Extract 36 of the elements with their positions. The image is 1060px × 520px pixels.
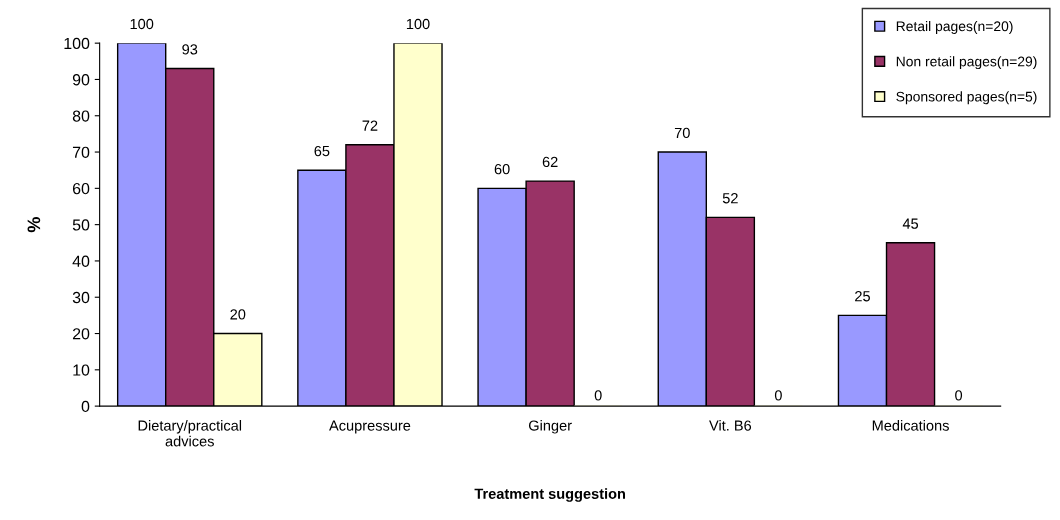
x-axis-title: Treatment suggestion	[474, 488, 626, 502]
x-tick-label: Medications	[872, 420, 949, 431]
x-tick-label: Acupressure	[329, 420, 411, 434]
y-tick-label: 100	[64, 37, 90, 50]
data-label: 72	[362, 120, 378, 131]
y-tick-label: 90	[72, 74, 90, 86]
data-label: 45	[902, 218, 919, 229]
y-tick-label: 20	[72, 328, 90, 340]
data-label: 65	[314, 145, 330, 157]
x-tick-label: Ginger	[528, 420, 572, 434]
y-tick-label: 70	[72, 146, 90, 158]
x-tick-label: Dietary/practical advices	[138, 420, 242, 447]
y-tick-label: 80	[72, 110, 90, 122]
data-label: 100	[406, 18, 430, 30]
y-tick-label: 30	[72, 291, 90, 304]
data-label: 70	[674, 127, 690, 139]
legend-label: Retail pages(n=20)	[896, 21, 1013, 34]
y-tick-label: 50	[72, 219, 90, 231]
data-label: 0	[594, 390, 602, 401]
data-label: 100	[130, 18, 154, 30]
data-label: 62	[542, 156, 558, 168]
data-label: 20	[230, 309, 246, 320]
y-tick-label: 60	[72, 182, 90, 195]
y-tick-label: 0	[81, 400, 90, 413]
data-label: 52	[722, 193, 738, 204]
legend-label: Non retail pages(n=29)	[896, 56, 1037, 70]
data-label: 93	[182, 44, 198, 55]
data-label: 0	[955, 390, 963, 401]
data-label: 25	[855, 291, 870, 302]
legend-label: Sponsored pages(n=5)	[896, 91, 1037, 105]
data-label: 60	[494, 164, 510, 175]
x-tick-label: Vit. B6	[709, 420, 752, 431]
y-axis-title: %	[27, 217, 41, 233]
data-label: 0	[774, 390, 782, 401]
y-tick-label: 10	[73, 364, 90, 376]
y-tick-label: 40	[72, 255, 90, 267]
